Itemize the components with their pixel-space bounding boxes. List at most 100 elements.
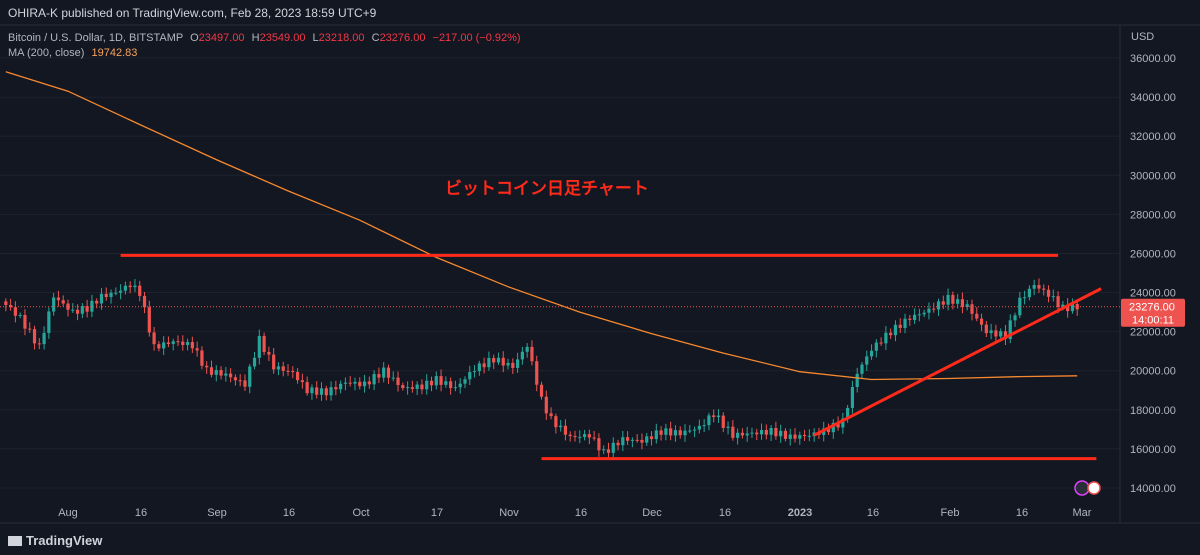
candle-body [295,371,300,381]
candle-body [678,430,682,436]
high-label: H [251,32,260,44]
candle-body [18,314,22,316]
candle-body [171,341,175,344]
candle-body [348,382,352,384]
candle-body [219,370,223,376]
candle-body [382,367,386,378]
candle-body [37,343,41,345]
candle-body [611,442,615,453]
candle-body [300,380,304,383]
current-price-text: 23276.00 [1129,302,1175,314]
time-tick-label: Aug [58,507,78,519]
price-tick-label: 28000.00 [1130,209,1176,221]
candle-body [13,307,17,316]
candle-body [956,299,960,304]
price-tick-label: 32000.00 [1130,131,1176,143]
candle-body [367,381,371,385]
candle-body [549,413,553,417]
candle-body [774,427,778,437]
price-tick-label: 20000.00 [1130,366,1176,378]
candle-body [602,449,606,451]
candle-body [736,432,740,438]
candle-body [209,367,214,375]
candle-body [190,341,194,349]
candle-body [951,294,955,304]
currency-label: USD [1131,31,1154,43]
candle-body [932,308,936,310]
ma-label: MA (200, close) [8,47,85,59]
candle-body [965,304,969,307]
candle-body [554,416,558,428]
candle-body [272,354,276,370]
candle-body [449,381,453,389]
candle-body [841,418,845,428]
candle-body [444,381,448,385]
candle-body [329,387,333,396]
candle-body [1061,304,1065,307]
candle-body [276,366,281,370]
candle-body [755,432,759,435]
candle-body [793,434,797,439]
candle-body [626,437,630,441]
candle-body [185,341,190,345]
candle-body [903,318,907,328]
candle-body [769,427,773,435]
candle-body [224,373,228,376]
candle-body [879,342,883,344]
candle-body [855,373,859,387]
candle-body [267,352,271,355]
candle-body [453,387,458,389]
candle-body [874,342,878,351]
candle-body [702,425,706,427]
candle-body [99,293,104,304]
candle-body [922,312,926,315]
candle-body [434,376,438,386]
candle-body [142,295,147,308]
candle-body [1042,288,1046,290]
candle-body [640,439,644,443]
candle-body [281,366,285,371]
candle-body [1023,297,1027,299]
candle-body [893,324,898,336]
candle-body [458,383,462,388]
candle-body [582,434,587,437]
candle-body [979,318,984,325]
candle-body [147,307,151,333]
candle-body [559,425,563,428]
candle-body [248,366,252,387]
candle-body [649,436,654,440]
candle-body [463,379,467,384]
price-tick-label: 24000.00 [1130,288,1176,300]
time-tick-label: 16 [1016,507,1028,519]
published-by-text: OHIRA-K published on TradingView.com, Fe… [8,6,377,20]
candle-body [764,429,768,435]
ma-value: 19742.83 [91,47,138,59]
candle-body [573,436,577,438]
candle-body [912,314,917,320]
candle-body [410,387,414,389]
candles [4,278,1079,459]
candle-body [1008,320,1012,340]
brand-text: TradingView [26,533,103,548]
candle-body [233,377,238,381]
time-tick-label: Nov [499,507,519,519]
candle-body [138,285,142,296]
candle-body [477,363,481,372]
candle-body [420,384,424,390]
candle-body [128,285,132,288]
candle-body [362,381,367,387]
candle-body [1046,289,1051,297]
candle-body [707,415,711,426]
candle-body [152,332,156,345]
candle-body [783,430,788,439]
chart-annotation: ビットコイン日足チャート [445,179,649,198]
candle-body [32,329,37,344]
candle-body [788,434,792,439]
open-label: O [190,32,199,44]
candle-body [1070,304,1075,312]
candle-body [936,301,941,310]
high-value: 23549.00 [259,32,306,44]
tradingview-logo[interactable]: TradingView [8,533,102,548]
time-tick-label: Sep [207,507,227,519]
